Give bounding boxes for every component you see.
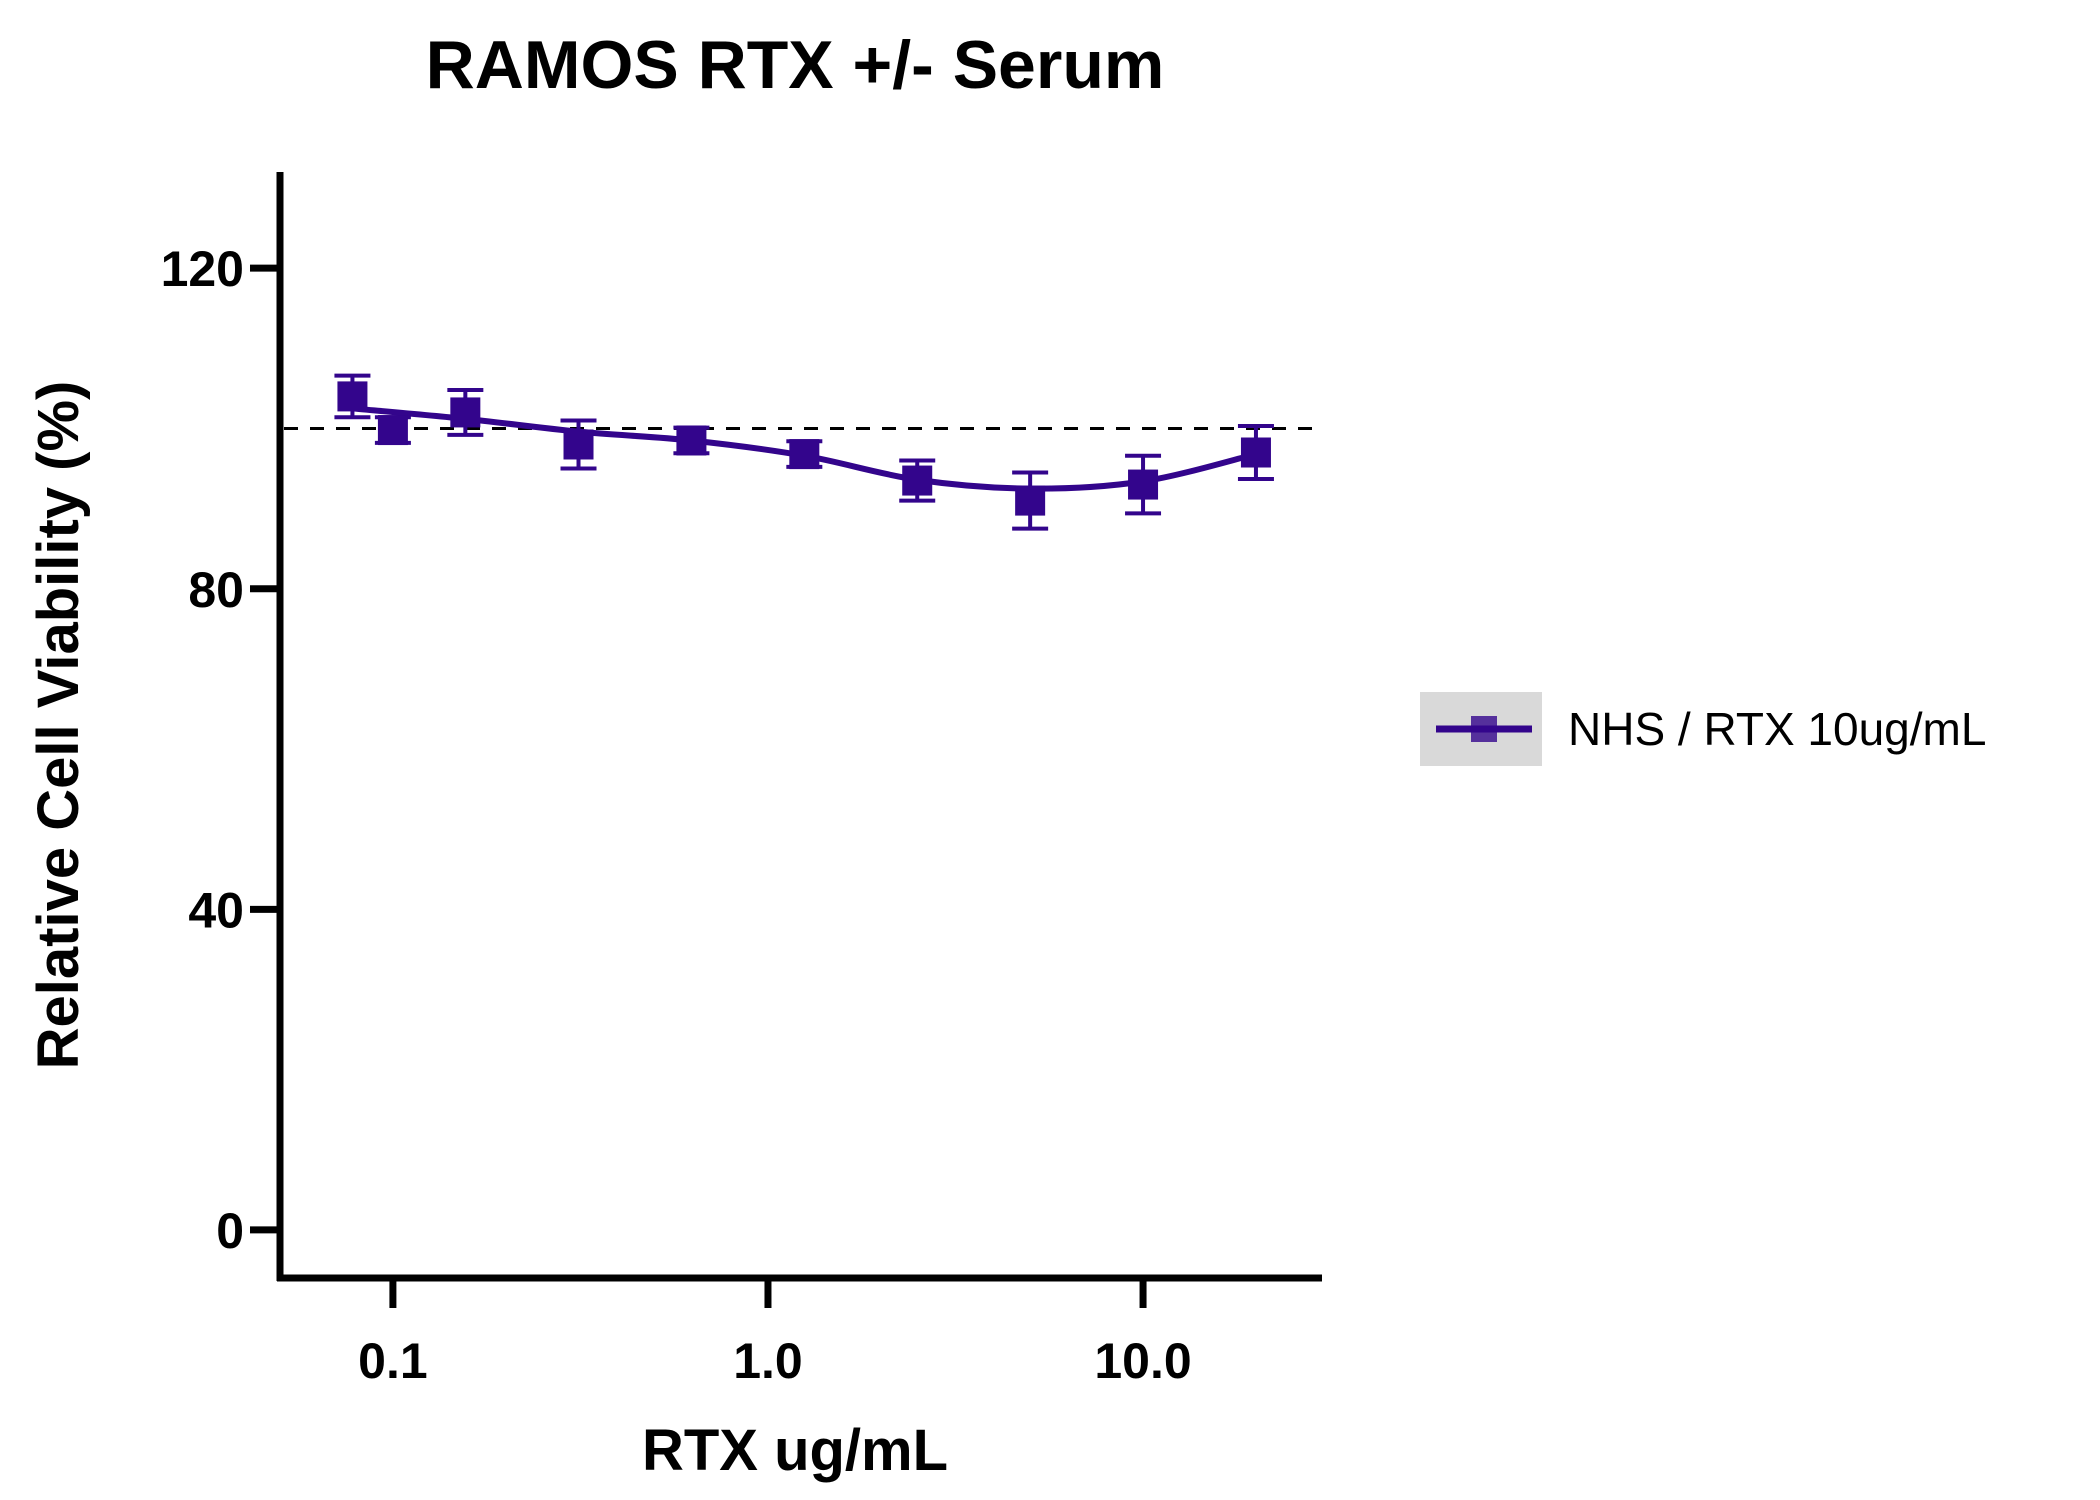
x-tick-label: 10.0 bbox=[1094, 1333, 1191, 1389]
data-point bbox=[1015, 485, 1046, 516]
y-tick-label: 40 bbox=[188, 882, 244, 938]
chart-title: RAMOS RTX +/- Serum bbox=[426, 27, 1165, 103]
data-point bbox=[676, 425, 707, 456]
data-point bbox=[377, 415, 408, 446]
x-axis-label: RTX ug/mL bbox=[642, 1418, 948, 1483]
x-tick-label: 0.1 bbox=[358, 1333, 428, 1389]
data-point bbox=[1128, 469, 1159, 500]
data-point bbox=[337, 381, 368, 412]
y-tick-label: 80 bbox=[188, 562, 244, 618]
data-point bbox=[563, 429, 594, 460]
plot-area: 0 40 80 120 0.1 1.0 10.0 bbox=[161, 172, 1322, 1389]
data-point bbox=[1240, 437, 1271, 468]
legend: NHS / RTX 10ug/mL bbox=[1420, 692, 1986, 766]
data-point bbox=[450, 397, 481, 428]
legend-series-marker bbox=[1471, 716, 1497, 742]
legend-series-label: NHS / RTX 10ug/mL bbox=[1568, 703, 1986, 755]
y-tick-label: 120 bbox=[161, 241, 244, 297]
y-axis-label: Relative Cell Viability (%) bbox=[26, 381, 91, 1070]
data-point bbox=[902, 465, 933, 496]
y-tick-label: 0 bbox=[216, 1203, 244, 1259]
x-tick-label: 1.0 bbox=[733, 1333, 803, 1389]
data-point bbox=[789, 439, 820, 470]
